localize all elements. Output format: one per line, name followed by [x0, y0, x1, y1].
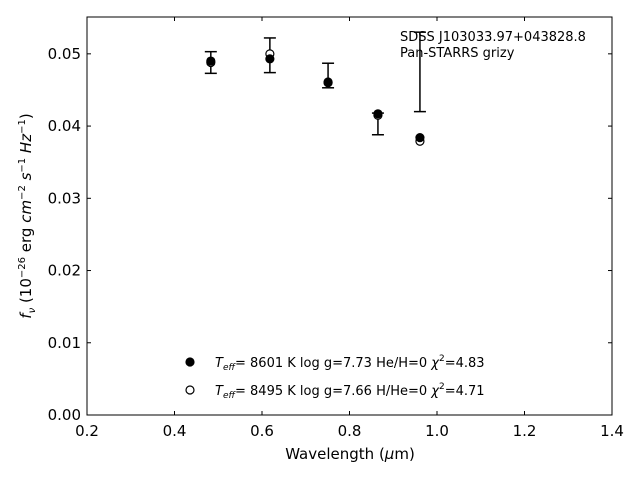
legend-marker — [185, 385, 195, 395]
x-tick-label: 1.4 — [600, 422, 624, 440]
annotation-line-1: SDSS J103033.97+043828.8 — [400, 30, 586, 45]
legend-part: χ — [430, 384, 440, 399]
legend-label: Teff= 8601 K log g=7.73 He/H=0 χ2=4.83 — [215, 354, 485, 373]
legend-chi2: =4.83 — [445, 356, 485, 371]
legend-label: Teff= 8495 K log g=7.66 H/He=0 χ2=4.71 — [215, 382, 485, 401]
legend-part: eff — [223, 391, 237, 401]
x-tick-label: 0.6 — [250, 422, 274, 440]
legend-part: 2 — [439, 382, 445, 392]
legend-params: = 8495 K log g=7.66 H/He=0 — [235, 384, 431, 399]
legend-marker — [185, 357, 195, 367]
filled-point — [373, 109, 383, 119]
legend: Teff= 8601 K log g=7.73 He/H=0 χ2=4.83Te… — [185, 354, 485, 401]
y-tick-label: 0.04 — [48, 117, 81, 135]
legend-chi2: =4.71 — [445, 384, 485, 399]
legend-part: T — [215, 356, 224, 371]
filled-point — [206, 56, 216, 66]
y-tick-label: 0.02 — [48, 262, 81, 280]
y-tick-label: 0.05 — [48, 45, 81, 63]
x-tick-label: 0.8 — [338, 422, 362, 440]
x-tick-label: 1.2 — [513, 422, 537, 440]
x-tick-label: 1.0 — [425, 422, 449, 440]
filled-point — [323, 77, 333, 87]
y-tick-label: 0.00 — [48, 406, 81, 424]
axis-ticks: 0.2 0.4 0.6 0.8 1.0 1.2 1.4 0.00 0.01 0.02 0.03 0.0… — [48, 17, 624, 440]
legend-params: = 8601 K log g=7.73 He/H=0 — [235, 356, 431, 371]
x-axis-label: Wavelength (μm) — [285, 445, 415, 463]
legend-part: eff — [223, 363, 237, 373]
y-tick-label: 0.03 — [48, 189, 81, 207]
y-axis-label: fν (10−26 erg cm−2 s−1 Hz−1) — [17, 113, 38, 318]
legend-part: 2 — [439, 354, 445, 364]
filled-point — [265, 54, 275, 64]
legend-part: χ — [430, 356, 440, 371]
chart-marks — [204, 31, 426, 146]
x-tick-label: 0.4 — [163, 422, 187, 440]
x-tick-label: 0.2 — [75, 422, 99, 440]
annotation-line-2: Pan-STARRS grizy — [400, 46, 515, 61]
filled-point — [415, 133, 425, 143]
legend-part: T — [215, 384, 224, 399]
y-tick-label: 0.01 — [48, 334, 81, 352]
